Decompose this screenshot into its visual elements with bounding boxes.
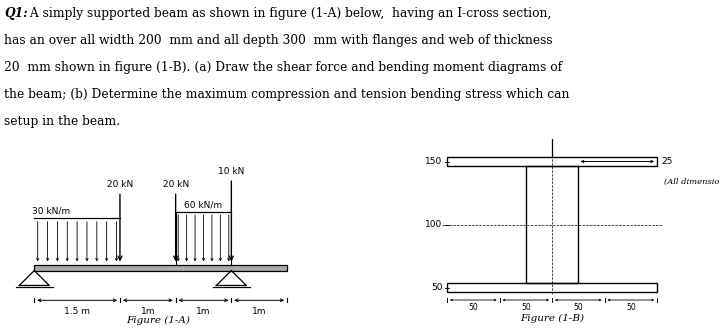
Bar	[447, 283, 657, 292]
Text: 60 kN/m: 60 kN/m	[184, 200, 222, 209]
Text: setup in the beam.: setup in the beam.	[4, 115, 120, 128]
Text: 50: 50	[626, 303, 636, 312]
Text: 20 kN: 20 kN	[163, 180, 189, 189]
Text: Figure (1-B): Figure (1-B)	[520, 314, 584, 323]
Bar	[447, 157, 657, 166]
Bar	[35, 265, 287, 271]
Text: 10 kN: 10 kN	[218, 167, 245, 176]
Text: 1.5 m: 1.5 m	[64, 307, 90, 316]
Text: 100: 100	[425, 220, 442, 229]
Text: has an over all width 200  mm and all depth 300  mm with flanges and web of thic: has an over all width 200 mm and all dep…	[4, 34, 553, 47]
Text: 1m: 1m	[252, 307, 266, 316]
Text: 50: 50	[521, 303, 531, 312]
Text: 1m: 1m	[140, 307, 155, 316]
Text: Q1:: Q1:	[4, 7, 27, 20]
Text: 50: 50	[573, 303, 583, 312]
Text: 30 kN/m: 30 kN/m	[32, 207, 71, 216]
Text: 50: 50	[469, 303, 478, 312]
Text: (All dimensions in mm): (All dimensions in mm)	[664, 178, 720, 186]
Text: Figure (1-A): Figure (1-A)	[127, 316, 191, 325]
Text: 20  mm shown in figure (1-B). (a) Draw the shear force and bending moment diagra: 20 mm shown in figure (1-B). (a) Draw th…	[4, 61, 562, 74]
Text: 50: 50	[431, 283, 442, 292]
Text: 1m: 1m	[197, 307, 211, 316]
Text: 25: 25	[662, 157, 673, 166]
Bar	[526, 166, 577, 283]
Text: 20 kN: 20 kN	[107, 180, 133, 189]
Text: 150: 150	[425, 157, 442, 166]
Text: A simply supported beam as shown in figure (1-A) below,  having an I-cross secti: A simply supported beam as shown in figu…	[26, 7, 552, 20]
Text: the beam; (b) Determine the maximum compression and tension bending stress which: the beam; (b) Determine the maximum comp…	[4, 88, 570, 101]
